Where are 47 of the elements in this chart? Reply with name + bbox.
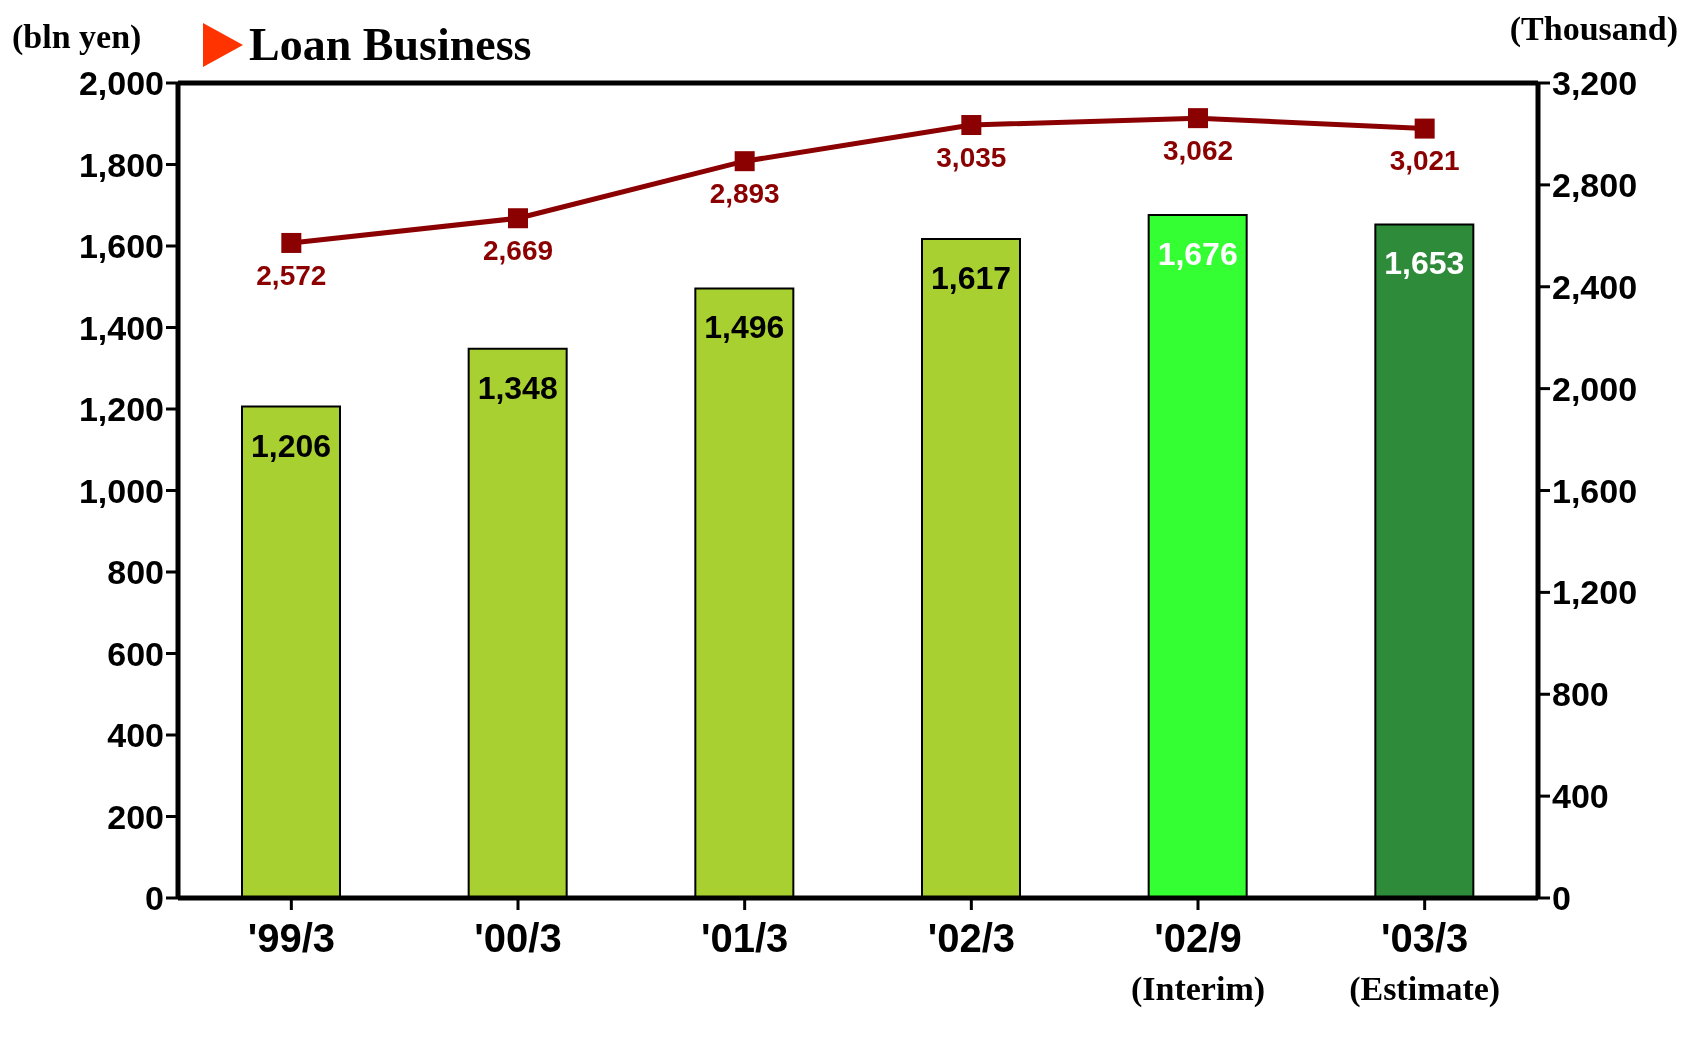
data-label: 2,669 [482,235,554,267]
x-tick-label: '03/3 (Estimate) [1349,916,1501,1008]
y-tick-label: 600 [107,634,164,673]
x-tick-label: '02/9 (Interim) [1130,916,1266,1008]
point [281,232,302,253]
y-tick-label: 1,400 [78,308,164,347]
data-label: 1,676 [1157,236,1238,273]
data-label: 1,617 [930,260,1012,297]
y-tick-label: 1,200 [78,390,164,429]
y2-tick-label: 2,000 [1552,369,1638,408]
data-label: 1,206 [250,427,332,464]
y2-tick-label: 400 [1552,777,1609,816]
y-tick-label: 1,800 [78,145,164,184]
point [508,208,528,229]
data-label: 2,572 [256,259,327,291]
chart-title: Loan Business [249,18,532,71]
y2-axis-title: (Thousand) [1509,10,1678,48]
y-tick-label: 2,000 [78,64,164,103]
y2-tick-label: 2,400 [1552,267,1638,306]
y-tick-label: 200 [107,797,164,836]
y-tick-label: 800 [107,553,164,592]
x-tick-label: '99/3 [247,916,336,960]
point [734,151,755,172]
data-label: 3,035 [936,141,1007,173]
y2-tick-label: 0 [1552,879,1571,918]
x-tick-label: '00/3 [474,916,562,960]
data-label: 1,653 [1384,245,1465,282]
x-tick-label: '01/3 [700,916,789,960]
point [1188,108,1208,129]
x-tick-label: '02/3 [927,916,1016,960]
y-tick-label: 400 [107,716,164,755]
y2-tick-label: 1,600 [1552,471,1638,510]
data-label: 1,496 [704,309,785,346]
point [1414,118,1435,139]
y-axis-title: (bln yen) [12,18,142,56]
data-label: 2,893 [709,178,780,210]
y2-tick-label: 1,200 [1552,573,1638,612]
point [961,115,982,136]
data-label: 3,021 [1389,145,1460,177]
y2-tick-label: 3,200 [1552,64,1638,103]
data-label: 1,348 [477,369,558,406]
y2-tick-label: 2,800 [1552,165,1638,204]
y2-tick-label: 800 [1552,675,1609,714]
data-label: 3,062 [1162,135,1234,167]
y-tick-label: 1,000 [78,471,164,510]
y-tick-label: 0 [145,879,164,918]
y-tick-label: 1,600 [78,227,164,266]
